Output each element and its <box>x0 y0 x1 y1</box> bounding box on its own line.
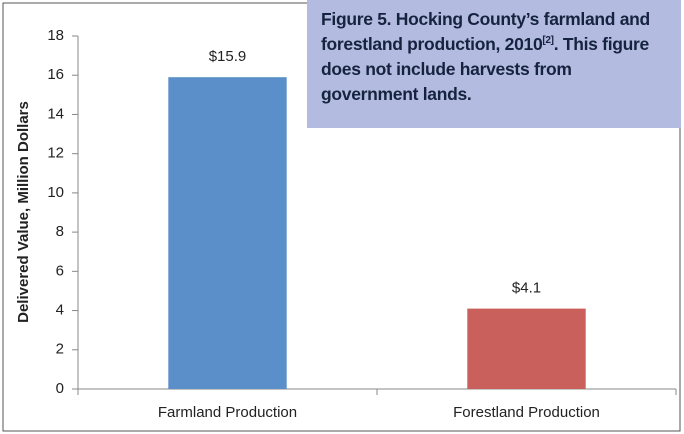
value-label: $15.9 <box>209 48 247 65</box>
y-tick-label: 0 <box>56 380 64 397</box>
y-tick-label: 8 <box>56 223 64 240</box>
title-note: . This figure does not include harvests … <box>321 34 649 104</box>
y-tick-label: 2 <box>56 341 64 358</box>
y-axis-label: Delivered Value, Million Dollars <box>15 101 32 323</box>
y-tick-label: 14 <box>47 105 64 122</box>
y-tick-label: 18 <box>47 27 64 44</box>
title-footnote: [2] <box>542 35 554 47</box>
x-tick-label: Farmland Production <box>158 404 297 421</box>
y-tick-label: 16 <box>47 66 64 83</box>
y-tick-label: 6 <box>56 262 64 279</box>
x-tick-label: Forestland Production <box>453 404 600 421</box>
bar <box>467 308 586 389</box>
bar <box>168 77 287 389</box>
y-tick-label: 4 <box>56 302 64 319</box>
value-label: $4.1 <box>512 280 541 297</box>
chart-title: Figure 5. Hocking County’s farmland and … <box>307 0 681 128</box>
y-tick-label: 10 <box>47 184 64 201</box>
y-tick-label: 12 <box>47 145 64 162</box>
title-text: Figure 5. Hocking County’s farmland and … <box>321 9 650 54</box>
